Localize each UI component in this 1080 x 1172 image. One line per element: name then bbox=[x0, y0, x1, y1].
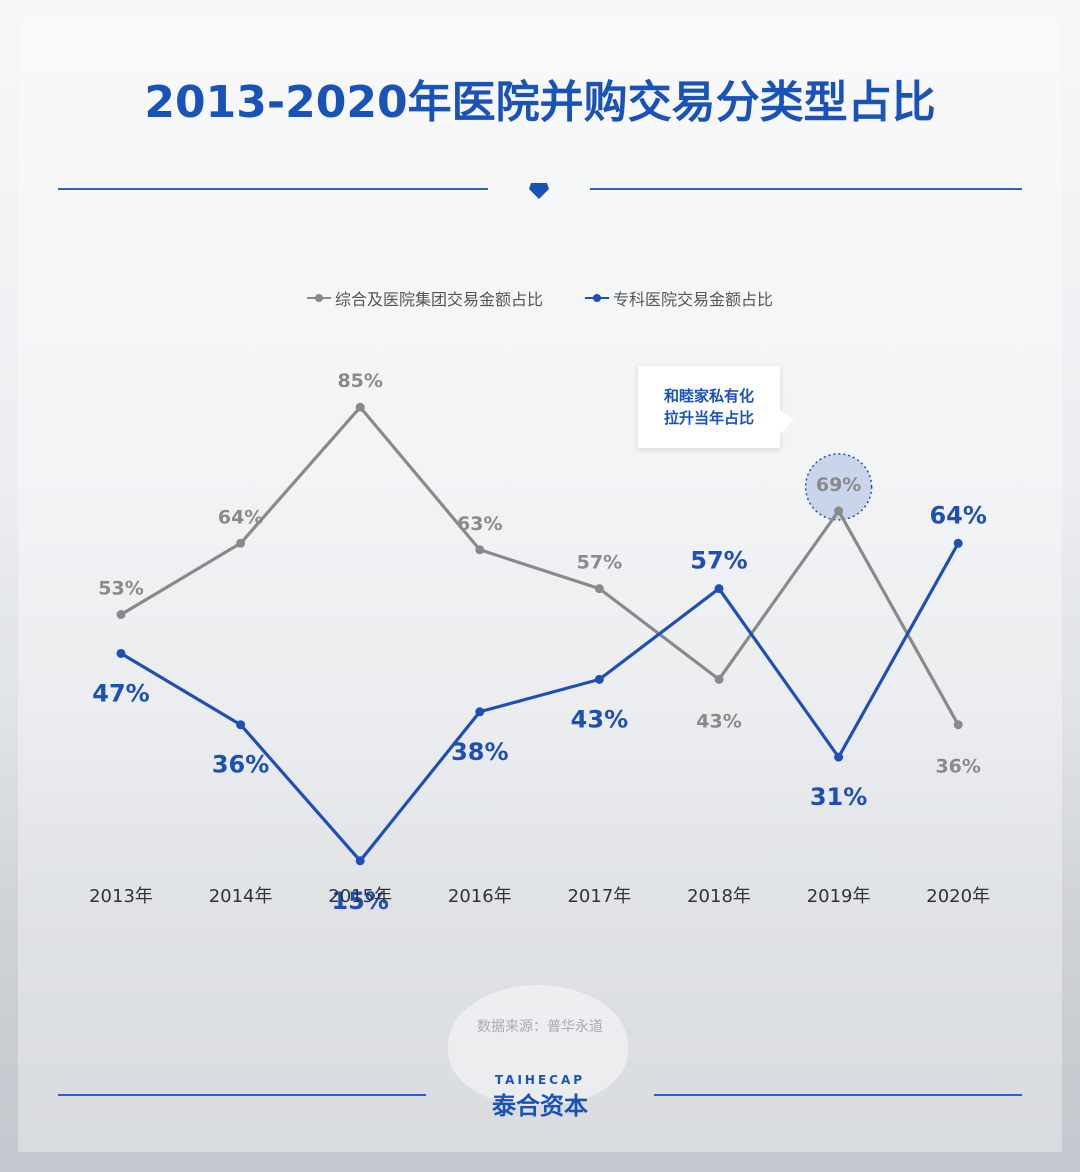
legend-item-gray: 综合及医院集团交易金额占比 bbox=[306, 286, 543, 310]
data-point-gray bbox=[355, 402, 365, 412]
data-point-gray bbox=[953, 720, 963, 730]
callout-line-2: 拉升当年占比 bbox=[663, 409, 754, 427]
divider-right bbox=[590, 188, 1022, 190]
data-point-gray bbox=[594, 584, 604, 594]
logo-english: TAIHECAP bbox=[494, 1073, 586, 1087]
legend-label-gray: 综合及医院集团交易金额占比 bbox=[334, 290, 543, 309]
x-tick-label: 2020年 bbox=[926, 886, 990, 907]
legend-swatch-blue bbox=[585, 293, 609, 303]
data-point-blue bbox=[475, 707, 485, 717]
data-point-blue bbox=[236, 720, 246, 730]
data-label-gray: 36% bbox=[935, 756, 980, 778]
data-label-gray: 57% bbox=[577, 552, 622, 574]
x-tick-label: 2015年 bbox=[328, 886, 392, 907]
highlight-circle bbox=[804, 453, 873, 521]
content-frame bbox=[18, 18, 1062, 1152]
data-point-gray bbox=[475, 545, 485, 555]
data-label-blue: 64% bbox=[929, 501, 986, 529]
annotation-callout: 和睦家私有化 拉升当年占比 bbox=[638, 366, 794, 448]
callout-line-1: 和睦家私有化 bbox=[663, 387, 754, 405]
data-label-blue: 47% bbox=[92, 679, 149, 707]
data-point-gray bbox=[236, 538, 246, 548]
footer-divider-left bbox=[58, 1094, 426, 1096]
x-tick-label: 2014年 bbox=[209, 886, 273, 907]
logo-backdrop bbox=[448, 985, 628, 1105]
data-point-gray bbox=[834, 506, 844, 516]
data-label-blue: 31% bbox=[810, 783, 867, 811]
footer-divider-right bbox=[654, 1094, 1022, 1096]
x-tick-label: 2017年 bbox=[567, 886, 631, 907]
chart-legend: 综合及医院集团交易金额占比 专科医院交易金额占比 bbox=[0, 286, 1080, 310]
logo-chinese: 泰合资本 bbox=[492, 1092, 588, 1120]
data-label-gray: 85% bbox=[337, 370, 382, 392]
data-label-gray: 63% bbox=[457, 513, 502, 535]
data-point-gray bbox=[714, 674, 724, 684]
legend-item-blue: 专科医院交易金额占比 bbox=[585, 286, 773, 310]
x-tick-label: 2013年 bbox=[89, 886, 153, 907]
data-label-gray: 43% bbox=[696, 710, 741, 732]
data-label-blue: 43% bbox=[571, 705, 628, 733]
data-point-blue bbox=[355, 856, 365, 866]
x-tick-label: 2016年 bbox=[448, 886, 512, 907]
data-label-blue: 36% bbox=[212, 751, 269, 779]
data-point-blue bbox=[594, 674, 604, 684]
data-point-blue bbox=[714, 584, 724, 594]
data-source: 数据来源：普华永道 bbox=[477, 1019, 603, 1035]
series-line-blue bbox=[120, 542, 960, 863]
data-label-gray: 53% bbox=[98, 578, 143, 600]
x-tick-label: 2018年 bbox=[687, 886, 751, 907]
data-point-blue bbox=[953, 538, 963, 548]
series-line-gray bbox=[120, 405, 960, 726]
legend-label-blue: 专科医院交易金额占比 bbox=[613, 290, 774, 309]
page-title: 2013-2020年医院并购交易分类型占比 bbox=[144, 77, 936, 128]
data-point-gray bbox=[116, 610, 126, 620]
data-point-blue bbox=[116, 648, 126, 658]
x-tick-label: 2019年 bbox=[807, 886, 871, 907]
data-label-gray: 69% bbox=[816, 474, 861, 496]
diamond-icon bbox=[529, 183, 549, 199]
data-label-blue: 38% bbox=[451, 738, 508, 766]
legend-swatch-gray bbox=[306, 293, 331, 303]
data-point-blue bbox=[834, 752, 844, 762]
data-label-blue: 57% bbox=[690, 547, 747, 575]
divider-left bbox=[58, 188, 488, 190]
data-label-blue: 15% bbox=[331, 887, 388, 915]
data-label-gray: 64% bbox=[218, 506, 263, 528]
